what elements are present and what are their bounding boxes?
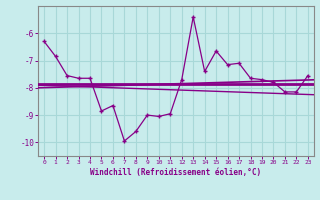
X-axis label: Windchill (Refroidissement éolien,°C): Windchill (Refroidissement éolien,°C): [91, 168, 261, 177]
